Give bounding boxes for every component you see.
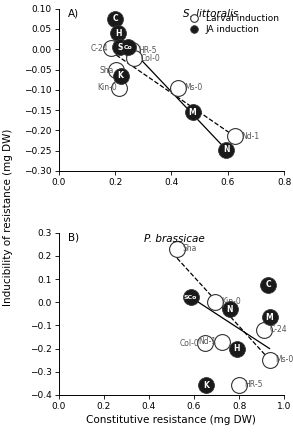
Text: Kin-0: Kin-0	[97, 83, 117, 92]
Point	[233, 133, 237, 140]
Text: Kin-0: Kin-0	[221, 297, 241, 306]
Point	[125, 44, 130, 51]
Text: P. brassicae: P. brassicae	[144, 234, 205, 244]
Text: N: N	[223, 145, 230, 155]
Text: Nd-1: Nd-1	[198, 337, 217, 346]
X-axis label: Constitutive resistance (mg DW): Constitutive resistance (mg DW)	[86, 415, 256, 425]
Text: Ms-0: Ms-0	[185, 83, 203, 92]
Point	[190, 108, 195, 115]
Point	[220, 338, 224, 345]
Text: M: M	[189, 108, 196, 117]
Point	[130, 47, 135, 54]
Point	[108, 45, 113, 52]
Point	[116, 30, 121, 36]
Text: S. littoralis: S. littoralis	[183, 10, 238, 20]
Text: H: H	[234, 344, 240, 353]
Point	[266, 281, 271, 288]
Text: Sha: Sha	[183, 244, 197, 253]
Point	[188, 294, 193, 301]
Text: K: K	[203, 381, 209, 390]
Point	[203, 340, 207, 347]
Text: C: C	[266, 280, 271, 289]
Point	[267, 314, 272, 321]
Point	[234, 345, 239, 352]
Text: C: C	[112, 14, 118, 23]
Text: H: H	[115, 29, 122, 37]
Point	[237, 381, 241, 388]
Point	[118, 72, 123, 79]
Text: C-24: C-24	[270, 325, 287, 334]
Text: A): A)	[68, 9, 79, 19]
Point	[227, 306, 232, 312]
Text: K: K	[118, 71, 124, 80]
Point	[114, 67, 119, 74]
Text: M: M	[266, 313, 273, 322]
Text: B): B)	[68, 233, 79, 243]
Text: SCo: SCo	[184, 295, 197, 299]
Text: Col-0: Col-0	[180, 339, 200, 348]
Text: HR-5: HR-5	[139, 46, 157, 55]
Point	[262, 326, 266, 333]
Text: S: S	[117, 43, 123, 52]
Legend: Larval induction, JA induction: Larval induction, JA induction	[184, 13, 280, 35]
Point	[175, 245, 179, 252]
Point	[267, 356, 272, 363]
Text: Inducibility of resistance (mg DW): Inducibility of resistance (mg DW)	[3, 128, 13, 306]
Text: Sha: Sha	[100, 66, 114, 75]
Point	[132, 55, 137, 62]
Point	[118, 44, 122, 51]
Point	[176, 84, 181, 91]
Text: N: N	[226, 305, 233, 314]
Text: Co: Co	[123, 45, 132, 50]
Point	[113, 15, 117, 22]
Text: Col-0: Col-0	[140, 54, 160, 62]
Text: HR-5: HR-5	[245, 380, 263, 389]
Text: C-24: C-24	[91, 44, 108, 53]
Point	[224, 146, 229, 153]
Text: Nd-1: Nd-1	[241, 132, 259, 141]
Text: Ms-0: Ms-0	[275, 355, 293, 364]
Point	[213, 298, 218, 305]
Point	[204, 382, 209, 389]
Point	[117, 84, 122, 91]
